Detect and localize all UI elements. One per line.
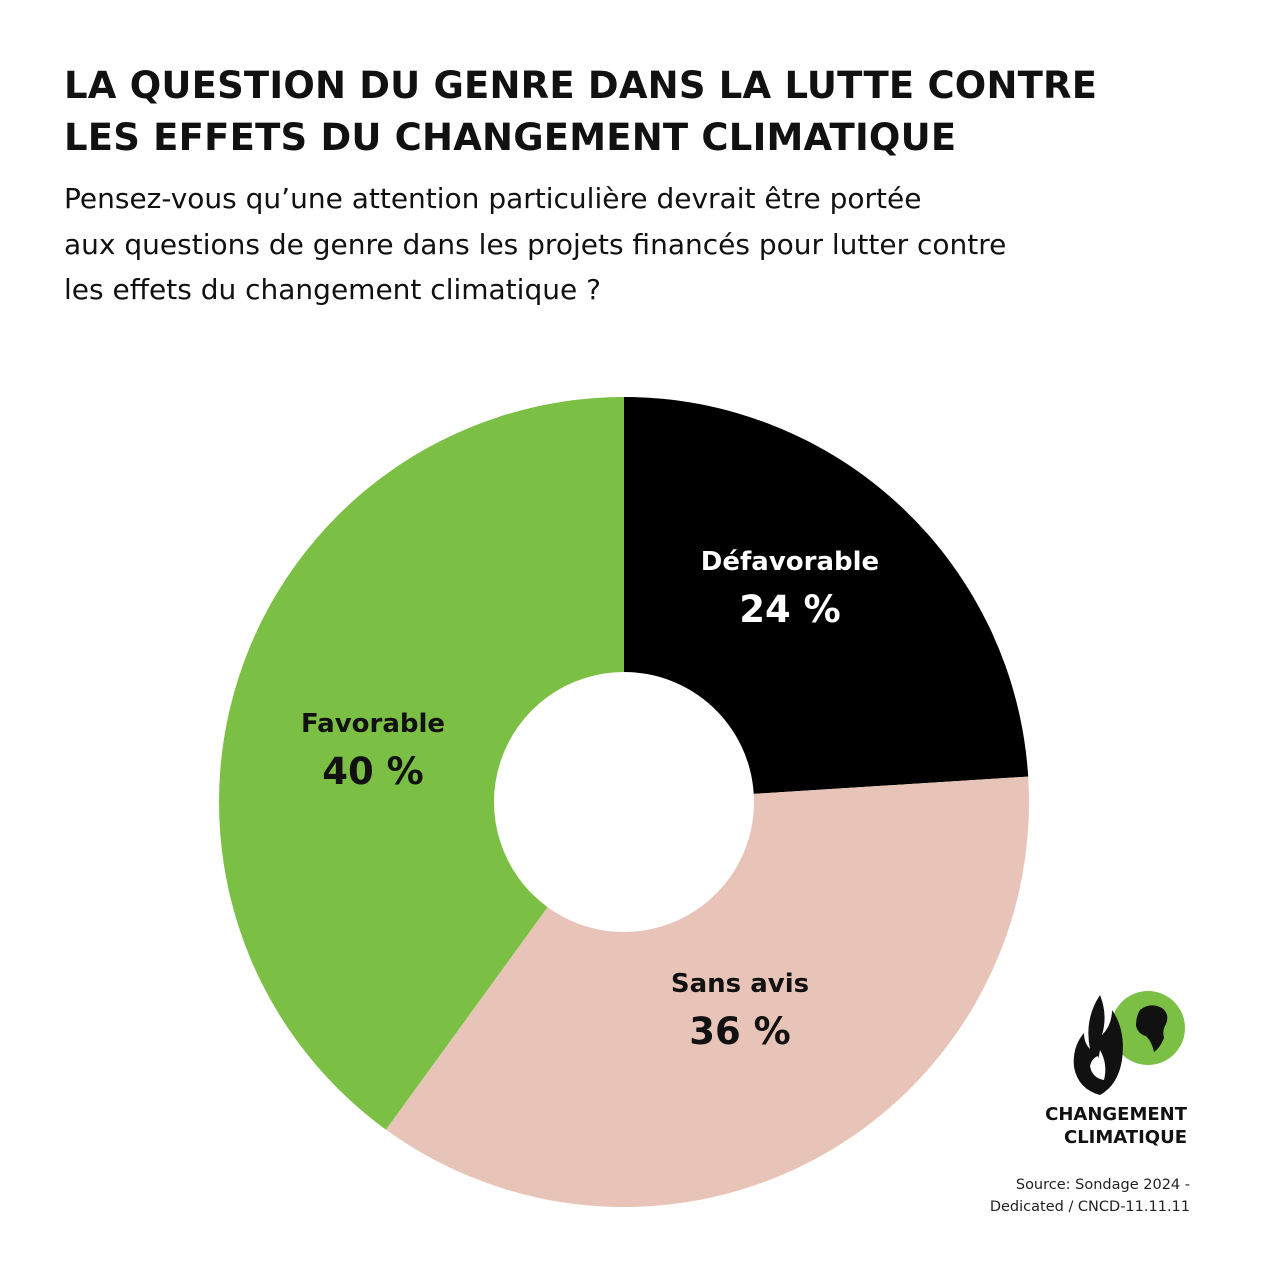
slice-label: Favorable bbox=[301, 709, 445, 739]
subtitle-line-1: Pensez-vous qu’une attention particulièr… bbox=[64, 182, 922, 215]
subtitle-line-2: aux questions de genre dans les projets … bbox=[64, 227, 1007, 261]
logo-icon bbox=[1073, 991, 1185, 1095]
chart-subtitle: Pensez-vous qu’une attention particulièr… bbox=[64, 176, 1164, 313]
title-line-1: LA QUESTION DU GENRE DANS LA LUTTE CONTR… bbox=[64, 64, 1098, 107]
slice-value-label: 40 % bbox=[322, 750, 423, 793]
flame-icon bbox=[1073, 995, 1123, 1095]
slice-d-favorable bbox=[624, 397, 1029, 794]
subtitle-line-3: les effets du changement climatique ? bbox=[64, 273, 601, 306]
source-line-2: Dedicated / CNCD-11.11.11 bbox=[989, 1199, 1190, 1215]
logo-line-1: CHANGEMENT bbox=[1045, 1104, 1187, 1125]
logo-line-2: CLIMATIQUE bbox=[1063, 1127, 1187, 1148]
slice-label: Défavorable bbox=[701, 547, 879, 577]
title-line-2: LES EFFETS DU CHANGEMENT CLIMATIQUE bbox=[64, 116, 957, 159]
chart-title: LA QUESTION DU GENRE DANS LA LUTTE CONTR… bbox=[64, 60, 1214, 164]
slice-value-label: 36 % bbox=[689, 1010, 790, 1053]
source-line-1: Source: Sondage 2024 - bbox=[1015, 1177, 1190, 1193]
source-note: Source: Sondage 2024 - Dedicated / CNCD-… bbox=[990, 1174, 1190, 1218]
slice-value-label: 24 % bbox=[739, 588, 840, 631]
slice-label: Sans avis bbox=[671, 969, 809, 999]
slice-sans-avis bbox=[385, 776, 1029, 1207]
slice-favorable bbox=[218, 397, 624, 1130]
logo-text: CHANGEMENT CLIMATIQUE bbox=[1045, 1103, 1187, 1149]
